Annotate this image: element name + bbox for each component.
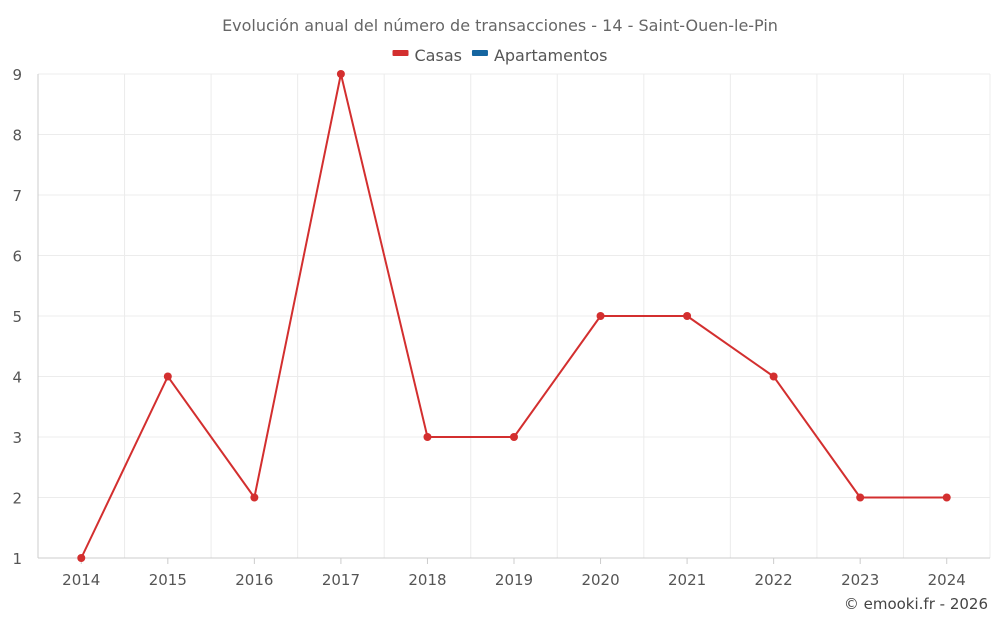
x-tick-label: 2022 <box>755 571 793 589</box>
x-tick-label: 2014 <box>62 571 100 589</box>
y-tick-label: 6 <box>12 248 22 266</box>
x-tick-label: 2015 <box>149 571 187 589</box>
data-point[interactable] <box>683 312 692 320</box>
data-point[interactable] <box>423 433 432 441</box>
y-tick-label: 5 <box>12 308 22 326</box>
legend-swatch <box>471 50 488 56</box>
data-point[interactable] <box>510 433 518 441</box>
data-point[interactable] <box>942 493 951 502</box>
legend[interactable]: Casas Apartamentos <box>392 46 608 65</box>
y-tick-label: 8 <box>12 127 22 145</box>
data-point[interactable] <box>336 70 345 78</box>
series-layer <box>77 70 951 562</box>
data-point[interactable] <box>769 372 778 381</box>
data-point[interactable] <box>250 493 259 502</box>
x-tick-label: 2019 <box>495 571 533 589</box>
legend-label: Apartamentos <box>494 46 608 65</box>
legend-item-casas[interactable]: Casas <box>392 46 462 65</box>
x-tick-label: 2016 <box>235 571 273 589</box>
axes: 1 2 3 4 5 6 7 8 9 2014 2015 2016 2017 2018 2019 2020 202… <box>12 66 990 589</box>
x-tick-label: 2018 <box>408 571 446 589</box>
y-tick-label: 9 <box>12 66 22 84</box>
y-tick-label: 3 <box>12 429 22 447</box>
data-point[interactable] <box>856 493 865 502</box>
y-tick-label: 1 <box>12 550 22 568</box>
legend-label: Casas <box>415 46 462 65</box>
y-tick-label: 7 <box>12 187 22 205</box>
x-tick-label: 2024 <box>928 571 966 589</box>
data-point[interactable] <box>596 312 605 320</box>
data-point[interactable] <box>77 554 86 562</box>
data-point[interactable] <box>163 372 172 381</box>
chart-title: Evolución anual del número de transaccio… <box>222 16 778 35</box>
x-tick-label: 2021 <box>668 571 706 589</box>
x-tick-label: 2020 <box>581 571 619 589</box>
legend-item-apartamentos[interactable]: Apartamentos <box>471 46 608 65</box>
credit-text: © emooki.fr - 2026 <box>844 595 988 613</box>
x-tick-label: 2023 <box>841 571 879 589</box>
legend-swatch <box>392 50 409 56</box>
x-tick-label: 2017 <box>322 571 360 589</box>
y-tick-label: 4 <box>12 369 22 387</box>
y-tick-label: 2 <box>12 490 22 508</box>
grid <box>37 73 991 558</box>
